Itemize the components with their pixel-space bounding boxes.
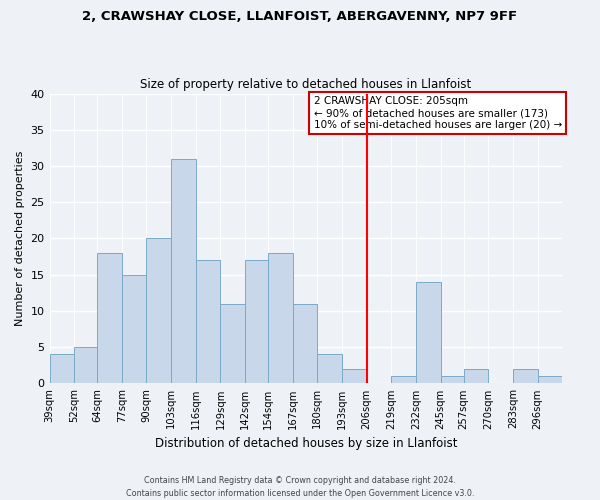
Bar [220, 304, 245, 384]
Bar [97, 253, 122, 384]
Bar [391, 376, 416, 384]
Bar [171, 159, 196, 384]
Bar [196, 260, 220, 384]
Bar [293, 304, 317, 384]
X-axis label: Distribution of detached houses by size in Llanfoist: Distribution of detached houses by size … [155, 437, 457, 450]
Bar [416, 282, 441, 384]
Bar [513, 369, 538, 384]
Bar [441, 376, 464, 384]
Text: 2, CRAWSHAY CLOSE, LLANFOIST, ABERGAVENNY, NP7 9FF: 2, CRAWSHAY CLOSE, LLANFOIST, ABERGAVENN… [82, 10, 518, 23]
Title: Size of property relative to detached houses in Llanfoist: Size of property relative to detached ho… [140, 78, 472, 91]
Bar [122, 274, 146, 384]
Bar [146, 238, 171, 384]
Bar [50, 354, 74, 384]
Text: 2 CRAWSHAY CLOSE: 205sqm
← 90% of detached houses are smaller (173)
10% of semi-: 2 CRAWSHAY CLOSE: 205sqm ← 90% of detach… [314, 96, 562, 130]
Bar [464, 369, 488, 384]
Bar [245, 260, 268, 384]
Y-axis label: Number of detached properties: Number of detached properties [15, 151, 25, 326]
Bar [268, 253, 293, 384]
Bar [317, 354, 342, 384]
Text: Contains HM Land Registry data © Crown copyright and database right 2024.
Contai: Contains HM Land Registry data © Crown c… [126, 476, 474, 498]
Bar [538, 376, 562, 384]
Bar [342, 369, 367, 384]
Bar [74, 347, 97, 384]
